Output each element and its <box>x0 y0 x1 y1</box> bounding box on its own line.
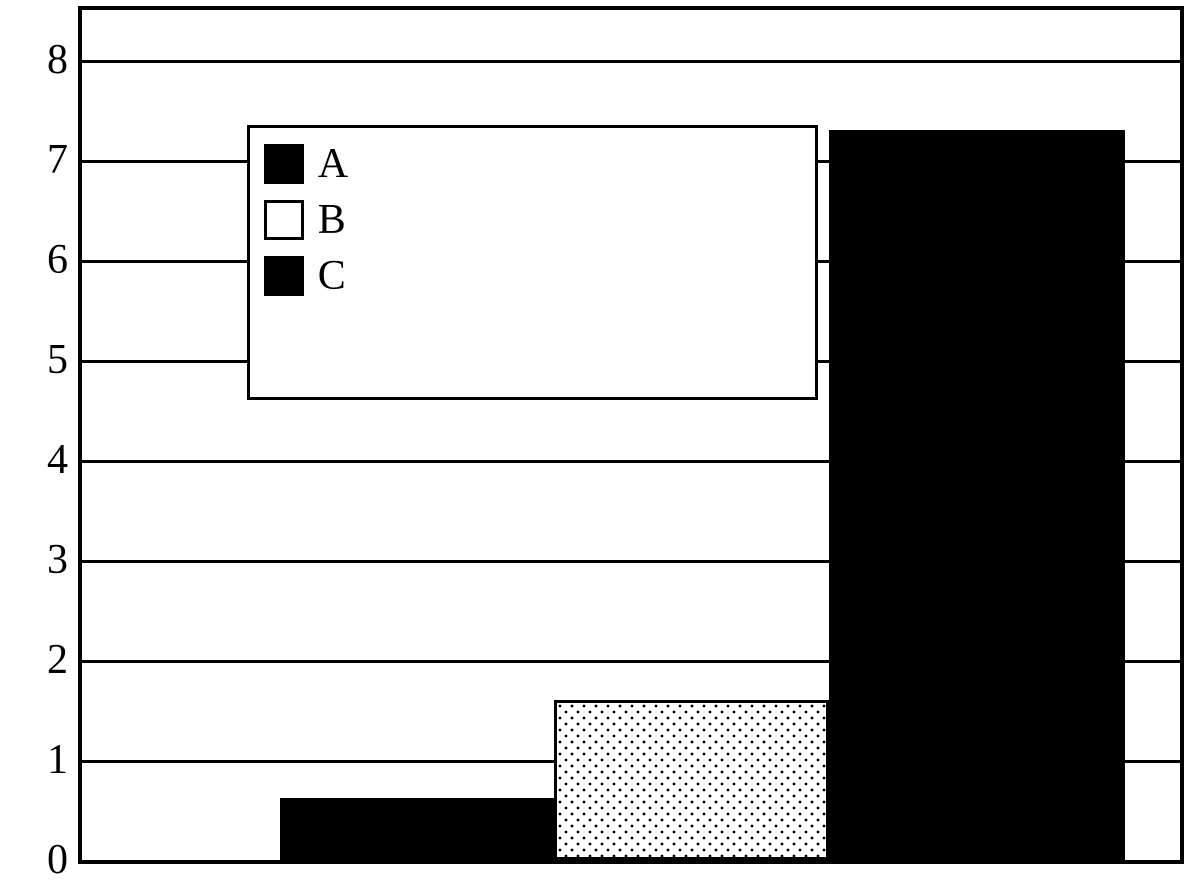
legend-label: B <box>318 196 346 244</box>
bar-a <box>280 798 555 860</box>
y-tick-label: 0 <box>47 836 68 884</box>
y-tick-label: 3 <box>47 536 68 584</box>
bar-b <box>554 700 829 860</box>
legend-swatch-icon <box>264 144 304 184</box>
y-tick-label: 1 <box>47 736 68 784</box>
bar-c <box>829 130 1125 860</box>
legend-swatch-icon <box>264 256 304 296</box>
plot-inner: ABC <box>82 10 1180 860</box>
bar-chart: ABC 0 1 2 3 4 5 6 7 8 <box>0 0 1198 883</box>
legend-label: A <box>318 140 348 188</box>
y-tick-label: 2 <box>47 636 68 684</box>
legend-item: C <box>264 252 801 300</box>
y-tick-label: 4 <box>47 436 68 484</box>
legend: ABC <box>247 125 818 400</box>
y-tick-label: 6 <box>47 236 68 284</box>
legend-label: C <box>318 252 346 300</box>
y-tick-label: 5 <box>47 336 68 384</box>
y-tick-label: 7 <box>47 136 68 184</box>
plot-area: ABC <box>78 6 1184 864</box>
y-tick-label: 8 <box>47 36 68 84</box>
gridline <box>82 60 1180 63</box>
legend-swatch-icon <box>264 200 304 240</box>
legend-item: A <box>264 140 801 188</box>
legend-item: B <box>264 196 801 244</box>
